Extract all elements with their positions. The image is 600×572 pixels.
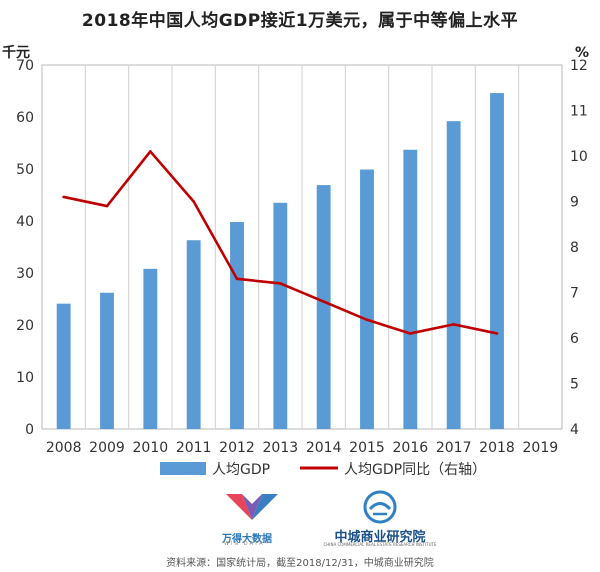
axis-layer: 0 10 20 30 40 50 60 70 4 5 6 7 8 9 10 11 12 千元 % 2008 2009 20… bbox=[2, 44, 589, 456]
yoy-point bbox=[235, 277, 239, 281]
x-tick-label: 2015 bbox=[349, 440, 385, 456]
bar bbox=[143, 268, 158, 429]
bar bbox=[186, 240, 201, 429]
x-tick-label: 2011 bbox=[176, 440, 212, 456]
yoy-point bbox=[105, 204, 109, 208]
bar bbox=[100, 292, 114, 429]
y-right-tick-label: 12 bbox=[570, 58, 588, 74]
yoy-point bbox=[192, 200, 195, 203]
yoy-point bbox=[495, 332, 499, 335]
x-tick-label: 2017 bbox=[436, 440, 472, 456]
y-right-tick-label: 9 bbox=[570, 195, 579, 211]
x-tick-label: 2012 bbox=[219, 440, 255, 456]
y-left-tick-label: 30 bbox=[16, 266, 34, 282]
yoy-point bbox=[62, 195, 65, 199]
y-right-tick-label: 11 bbox=[570, 104, 588, 120]
bar bbox=[316, 185, 331, 429]
y-left-tick-label: 10 bbox=[16, 370, 34, 386]
y-left-tick-label: 40 bbox=[16, 214, 34, 230]
yoy-point bbox=[452, 323, 455, 326]
y-left-tick-label: 20 bbox=[16, 318, 34, 334]
x-tick-label: 2009 bbox=[89, 440, 125, 456]
y-right-tick-label: 6 bbox=[570, 331, 579, 347]
bar bbox=[273, 202, 288, 429]
x-tick-label: 2019 bbox=[523, 440, 559, 456]
legend-layer: 人均GDP 人均GDP同比（右轴） bbox=[160, 462, 486, 478]
y-left-tick-label: 0 bbox=[25, 422, 34, 438]
y-left-tick-label: 50 bbox=[16, 162, 34, 178]
y-left-unit: 千元 bbox=[2, 44, 30, 61]
y-left-tick-label: 70 bbox=[16, 58, 34, 74]
bar bbox=[230, 222, 244, 429]
wind-logo-text: 万得大数据 bbox=[222, 534, 272, 545]
x-tick-label: 2008 bbox=[46, 440, 82, 456]
chart-title: 2018年中国人均GDP接近1万美元，属于中等偏上水平 bbox=[81, 11, 519, 31]
y-right-tick-label: 7 bbox=[570, 286, 579, 302]
bar bbox=[403, 149, 418, 429]
x-tick-label: 2013 bbox=[263, 440, 299, 456]
bar bbox=[490, 93, 504, 429]
legend-label-line: 人均GDP同比（右轴） bbox=[344, 462, 486, 478]
bar bbox=[446, 121, 461, 429]
x-tick-label: 2018 bbox=[479, 440, 515, 456]
yoy-point bbox=[409, 332, 412, 335]
source-note: 资料来源：国家统计局，截至2018/12/31，中城商业研究院 bbox=[166, 558, 434, 569]
x-tick-label: 2010 bbox=[133, 440, 169, 456]
x-tick-label: 2016 bbox=[393, 440, 429, 456]
y-left-tick-label: 60 bbox=[16, 110, 34, 126]
zc-logo-text: 中城商业研究院 bbox=[334, 530, 426, 545]
zc-logo: 中城商业研究院 CHINA COMMERCIAL REAL ESTATE RES… bbox=[310, 490, 450, 548]
wind-logo: 万得大数据 WIN DATA bbox=[222, 490, 292, 548]
y-right-unit: % bbox=[575, 45, 589, 61]
wind-logo-sub: WIN DATA bbox=[224, 541, 265, 547]
y-right-tick-label: 10 bbox=[570, 149, 588, 165]
yoy-point bbox=[149, 150, 152, 153]
bar bbox=[56, 303, 71, 429]
legend-swatch-bar bbox=[160, 462, 206, 475]
footer-logos: 万得大数据 WIN DATA 中城商业研究院 CHINA COMMERCIAL … bbox=[0, 490, 600, 548]
yoy-point bbox=[322, 300, 325, 303]
y-right-tick-label: 8 bbox=[570, 240, 579, 256]
wind-logo-icon bbox=[226, 494, 278, 520]
chart: 0 10 20 30 40 50 60 70 4 5 6 7 8 9 10 11 12 千元 % 2008 2009 20… bbox=[2, 44, 589, 478]
bar-layer bbox=[56, 93, 504, 429]
zc-logo-sub: CHINA COMMERCIAL REAL ESTATE RESEARCH IN… bbox=[323, 542, 437, 547]
legend-label-bar: 人均GDP bbox=[212, 462, 270, 478]
y-right-tick-label: 4 bbox=[570, 422, 579, 438]
yoy-point bbox=[365, 318, 369, 322]
yoy-point bbox=[279, 282, 282, 285]
y-right-tick-label: 5 bbox=[570, 377, 579, 393]
bar bbox=[360, 169, 374, 429]
line-layer bbox=[62, 150, 499, 335]
zc-logo-icon bbox=[363, 490, 397, 524]
grid-layer bbox=[41, 64, 563, 430]
x-tick-label: 2014 bbox=[306, 440, 342, 456]
